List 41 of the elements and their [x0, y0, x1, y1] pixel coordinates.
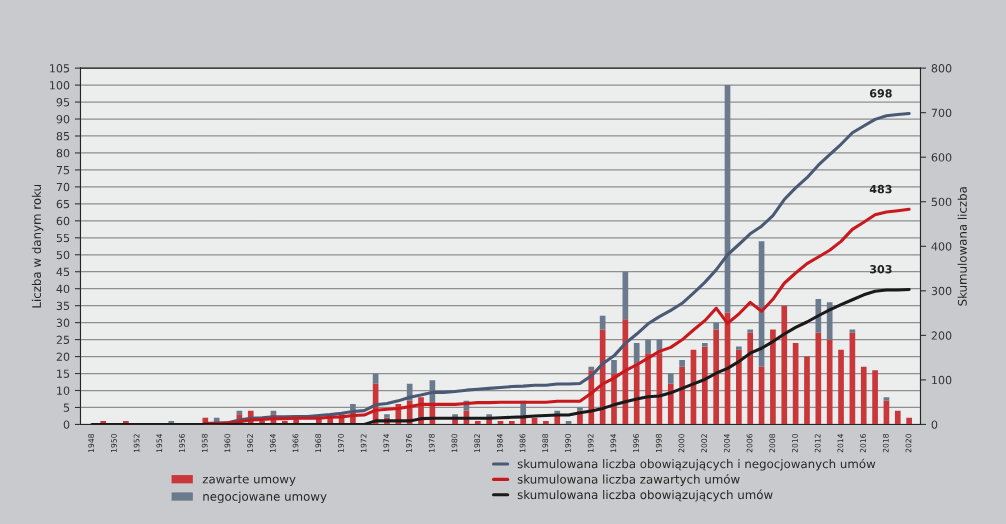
y2-tick-label: 800	[931, 64, 952, 73]
y2-tick-label: 100	[932, 375, 952, 385]
y2-tick-label: 600	[931, 153, 952, 162]
data-label: 483	[869, 184, 892, 194]
y-tick-label: 90	[56, 115, 70, 124]
y-tick-label: 35	[56, 301, 70, 311]
y-tick-label: 85	[56, 131, 70, 141]
y2-tick-label: 700	[931, 108, 952, 118]
y-tick-label: 60	[56, 216, 70, 226]
legend-label: zawarte umowy	[202, 475, 296, 486]
y-tick-label: 80	[56, 148, 70, 158]
y-tick-label: 100	[50, 81, 70, 90]
y2-tick-label: 0	[931, 420, 938, 429]
y-tick-label: 20	[56, 352, 70, 361]
y2-axis-title: Skumulowana liczba	[957, 187, 967, 306]
y-tick-label: 45	[56, 267, 70, 277]
y-tick-label: 10	[57, 386, 70, 395]
y-tick-label: 95	[56, 98, 70, 107]
y-tick-label: 5	[63, 403, 70, 412]
y-tick-label: 0	[63, 420, 70, 429]
y-tick-label: 50	[56, 250, 70, 260]
y-tick-label: 65	[56, 199, 70, 209]
y-tick-label: 30	[56, 318, 70, 328]
y2-tick-label: 500	[931, 197, 952, 207]
y-tick-label: 70	[56, 182, 70, 192]
y-tick-label: 55	[56, 233, 70, 243]
legend-label: skumulowana liczba obowiązujących umów	[517, 489, 773, 502]
y-tick-label: 105	[50, 64, 70, 73]
y2-tick-label: 200	[931, 331, 952, 340]
data-label: 698	[869, 89, 892, 98]
y-tick-label: 25	[56, 335, 70, 344]
y-tick-label: 15	[57, 369, 70, 378]
y2-tick-label: 300	[931, 286, 952, 296]
y2-tick-label: 400	[931, 242, 952, 251]
y-tick-label: 75	[56, 166, 70, 175]
y-axis-title: Liczba w danym roku	[31, 185, 44, 308]
legend-label: skumulowana liczba obowiązujących i negocjowanych umów	[517, 458, 876, 471]
legend-label: skumulowana liczba zawartych umów	[517, 474, 740, 486]
data-label: 303	[870, 265, 892, 274]
y-tick-label: 40	[56, 284, 70, 294]
legend-label: negocjowane umowy	[203, 491, 327, 504]
